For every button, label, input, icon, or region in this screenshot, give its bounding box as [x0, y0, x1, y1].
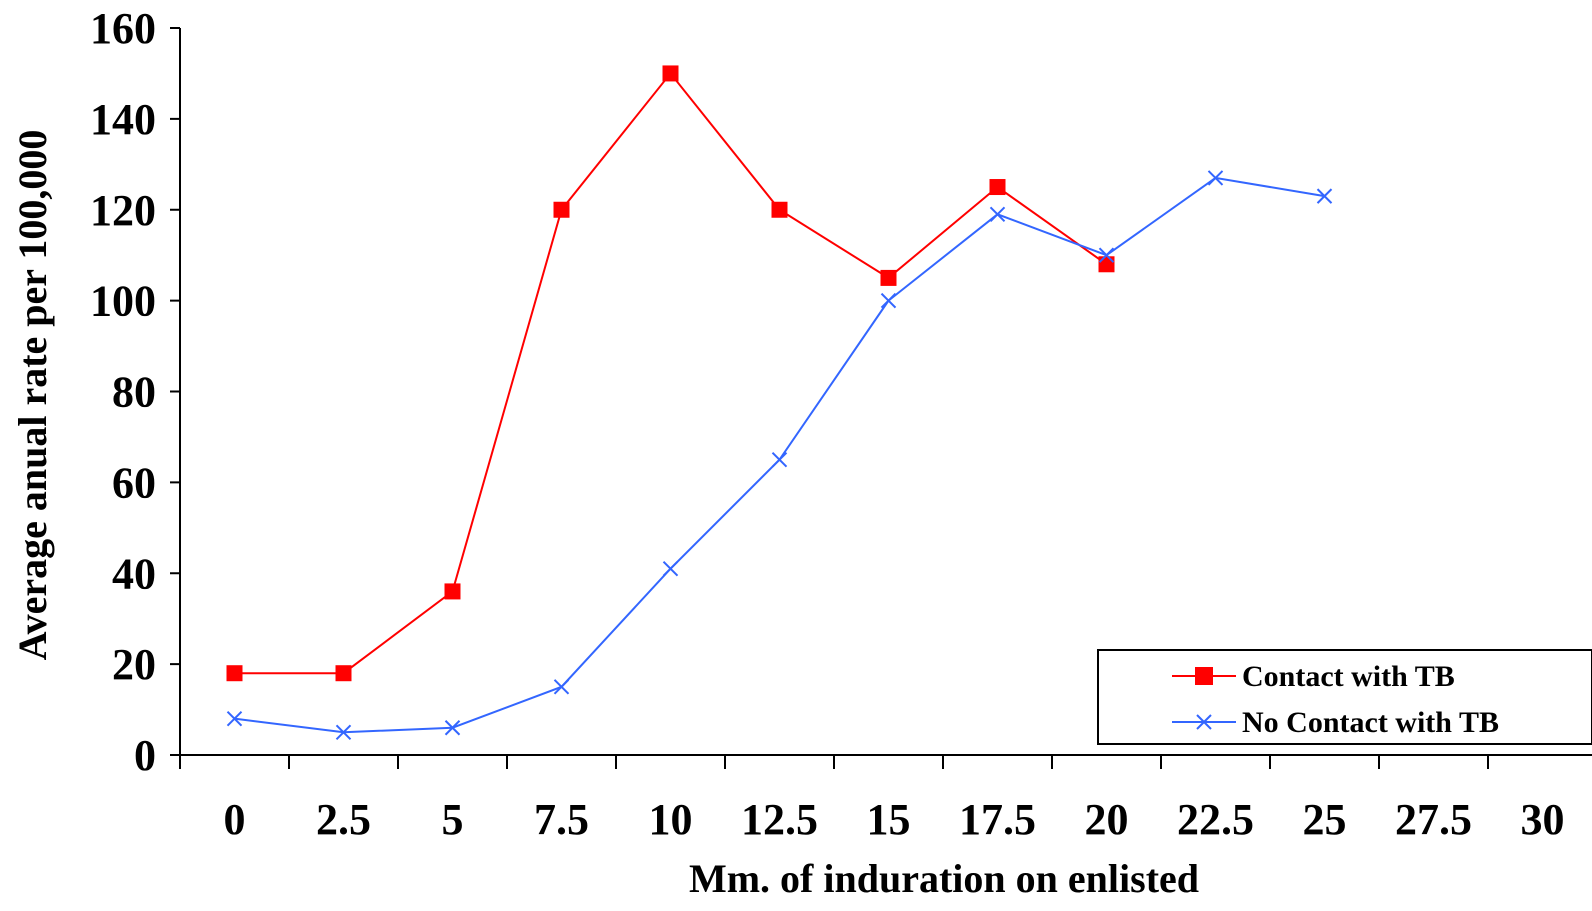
- data-point: [553, 679, 570, 695]
- y-axis-label: Average anual rate per 100,000: [10, 130, 55, 661]
- x-tick-label: 27.5: [1395, 795, 1472, 844]
- y-tick-label: 40: [112, 549, 156, 598]
- data-point: [1207, 170, 1224, 186]
- y-tick-label: 160: [90, 4, 156, 53]
- data-point: [662, 65, 679, 82]
- legend-label-contact: Contact with TB: [1242, 660, 1455, 693]
- data-point: [662, 560, 679, 577]
- data-point: [1098, 247, 1115, 263]
- data-point: [1098, 256, 1115, 273]
- x-ticks: 0 2.5 5 7.5 10 12.5 15 17.5 20 22.5 25 27.5 30: [179, 755, 1565, 844]
- x-tick-label: 7.5: [534, 795, 589, 844]
- data-point: [335, 724, 352, 740]
- legend-entry-no-contact: No Contact with TB: [1172, 706, 1499, 739]
- y-tick-label: 20: [112, 640, 156, 689]
- data-point: [335, 665, 352, 682]
- y-ticks: 0 20 40 60 80 100 120 140 160: [90, 4, 180, 780]
- y-tick-label: 140: [90, 95, 156, 144]
- data-point: [444, 720, 461, 736]
- data-point: [226, 665, 243, 682]
- y-tick-label: 120: [90, 186, 156, 235]
- x-tick-label: 0: [224, 795, 246, 844]
- legend: Contact with TB No Contact with TB: [1097, 649, 1592, 745]
- x-tick-label: 5: [442, 795, 464, 844]
- series-1: [226, 170, 1333, 740]
- x-tick-label: 20: [1085, 795, 1129, 844]
- data-point: [880, 292, 897, 309]
- data-point: [1316, 188, 1333, 204]
- data-point: [444, 583, 461, 600]
- data-point: [771, 451, 788, 468]
- legend-box: [1097, 649, 1592, 745]
- data-point: [771, 201, 788, 218]
- y-tick-label: 60: [112, 458, 156, 507]
- legend-marker-x-icon: [1196, 714, 1212, 730]
- legend-entry-contact: Contact with TB: [1172, 660, 1455, 693]
- x-axis-label: Mm. of induration on enlisted: [689, 856, 1199, 901]
- y-tick-label: 100: [90, 277, 156, 326]
- x-tick-label: 22.5: [1177, 795, 1254, 844]
- axes: [179, 28, 1592, 756]
- legend-marker-square-icon: [1195, 667, 1213, 685]
- y-tick-label: 80: [112, 368, 156, 417]
- x-tick-label: 15: [867, 795, 911, 844]
- series-line: [234, 71, 1108, 675]
- x-tick-label: 2.5: [316, 795, 371, 844]
- x-tick-label: 25: [1303, 795, 1347, 844]
- data-point: [989, 179, 1006, 196]
- data-point: [226, 710, 243, 727]
- data-point: [553, 201, 570, 218]
- data-point: [989, 206, 1006, 223]
- series-layer: [226, 65, 1333, 740]
- series-0: [226, 65, 1115, 682]
- data-point: [880, 269, 897, 286]
- y-tick-label: 0: [134, 731, 156, 780]
- x-tick-label: 17.5: [959, 795, 1036, 844]
- legend-label-no-contact: No Contact with TB: [1242, 706, 1499, 739]
- x-tick-label: 30: [1521, 795, 1565, 844]
- x-tick-label: 10: [649, 795, 693, 844]
- x-tick-label: 12.5: [741, 795, 818, 844]
